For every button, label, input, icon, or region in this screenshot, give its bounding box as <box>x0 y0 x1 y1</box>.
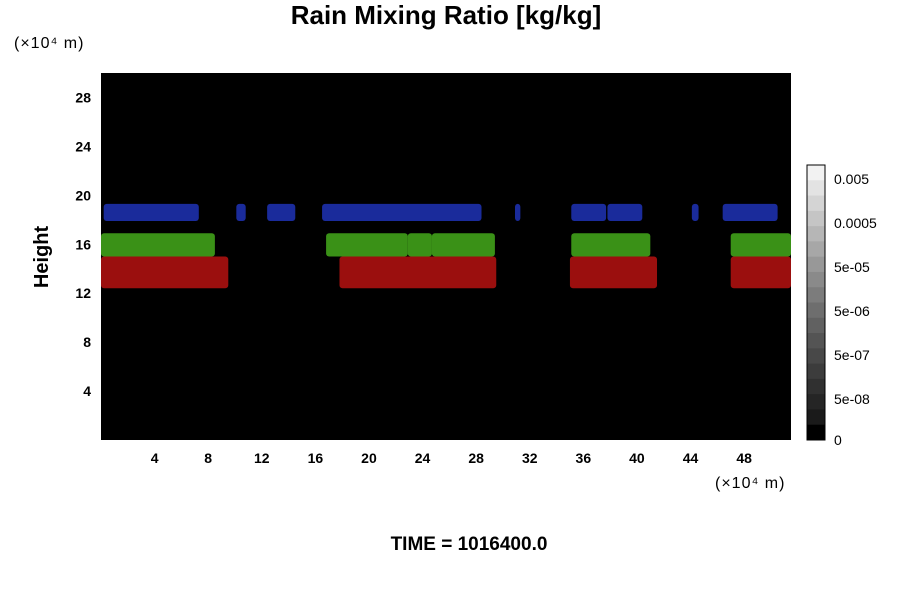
colorbar-swatch <box>807 302 825 319</box>
layer-0-segment-5 <box>571 203 607 222</box>
colorbar-swatch <box>807 271 825 288</box>
colorbar-swatch <box>807 165 825 181</box>
plot-area <box>101 73 791 440</box>
x-tick-label: 48 <box>736 450 752 466</box>
layer-1-segment-5 <box>730 233 791 257</box>
colorbar-swatch <box>807 180 825 197</box>
colorbar-swatch <box>807 378 825 395</box>
colorbar-swatch <box>807 409 825 426</box>
x-tick-label: 44 <box>683 450 699 466</box>
y-tick-label: 24 <box>75 138 91 154</box>
layer-0-segment-8 <box>722 203 778 222</box>
y-tick-label: 12 <box>75 285 91 301</box>
colorbar-swatch <box>807 363 825 380</box>
layer-0-segment-2 <box>267 203 296 222</box>
chart-title: Rain Mixing Ratio [kg/kg] <box>291 0 602 30</box>
layer-1-segment-4 <box>571 233 651 257</box>
y-tick-label: 20 <box>75 187 91 203</box>
x-axis-ticks: 4 8 12 16 20 24 28 32 36 40 44 48 <box>151 450 752 466</box>
x-tick-label: 28 <box>468 450 484 466</box>
colorbar-tick-label: 5e-06 <box>834 303 870 319</box>
colorbar-swatch <box>807 317 825 334</box>
colorbar-tick-label: 5e-05 <box>834 259 870 275</box>
layer-0-segment-0 <box>103 203 199 222</box>
layer-2-segment-2 <box>569 256 658 289</box>
colorbar-swatch <box>807 256 825 273</box>
time-label: TIME = 1016400.0 <box>391 534 548 555</box>
layer-2-segment-0 <box>101 256 229 289</box>
colorbar-swatch <box>807 226 825 242</box>
colorbar-swatch <box>807 424 825 441</box>
x-tick-label: 36 <box>576 450 592 466</box>
y-axis-ticks: 4 8 12 16 20 24 28 <box>75 89 91 399</box>
colorbar-swatch <box>807 394 825 410</box>
x-tick-label: 16 <box>308 450 324 466</box>
colorbar-swatch <box>807 333 825 349</box>
x-tick-label: 12 <box>254 450 270 466</box>
colorbar-tick-label: 0.005 <box>834 171 869 187</box>
x-tick-label: 8 <box>204 450 212 466</box>
colorbar-tick-label: 5e-08 <box>834 391 870 407</box>
y-tick-label: 8 <box>83 334 91 350</box>
x-tick-label: 24 <box>415 450 431 466</box>
y-tick-label: 16 <box>75 236 91 252</box>
x-tick-label: 40 <box>629 450 645 466</box>
x-tick-label: 20 <box>361 450 377 466</box>
x-axis-unit: (×10⁴ m) <box>715 475 785 492</box>
colorbar-swatch <box>807 210 825 227</box>
layer-0-segment-1 <box>236 203 246 222</box>
layer-1-segment-1 <box>326 233 408 257</box>
layer-0-segment-4 <box>515 203 521 222</box>
y-axis-label: Height <box>31 226 53 289</box>
layer-2-segment-3 <box>730 256 791 289</box>
y-tick-label: 28 <box>75 89 91 105</box>
colorbar-tick-label: 0.0005 <box>834 215 877 231</box>
layer-0-segment-6 <box>607 203 643 222</box>
layer-0-segment-7 <box>691 203 699 222</box>
y-axis-unit: (×10⁴ m) <box>14 35 84 52</box>
x-tick-label: 4 <box>151 450 159 466</box>
colorbar: 0.005 0.0005 5e-05 5e-06 5e-07 5e-08 0 <box>806 164 877 448</box>
colorbar-swatch <box>807 241 825 258</box>
layer-0-segment-3 <box>322 203 482 222</box>
colorbar-swatch <box>807 287 825 303</box>
x-tick-label: 32 <box>522 450 538 466</box>
colorbar-tick-label: 0 <box>834 432 842 448</box>
layer-1-segment-2 <box>407 233 432 257</box>
colorbar-tick-label: 5e-07 <box>834 347 870 363</box>
colorbar-swatch <box>807 195 825 212</box>
colorbar-frame <box>806 164 826 441</box>
layer-1-segment-3 <box>431 233 495 257</box>
y-tick-label: 4 <box>83 383 91 399</box>
colorbar-swatch <box>807 348 825 365</box>
layer-1-segment-0 <box>101 233 215 257</box>
layer-2-segment-1 <box>339 256 497 289</box>
